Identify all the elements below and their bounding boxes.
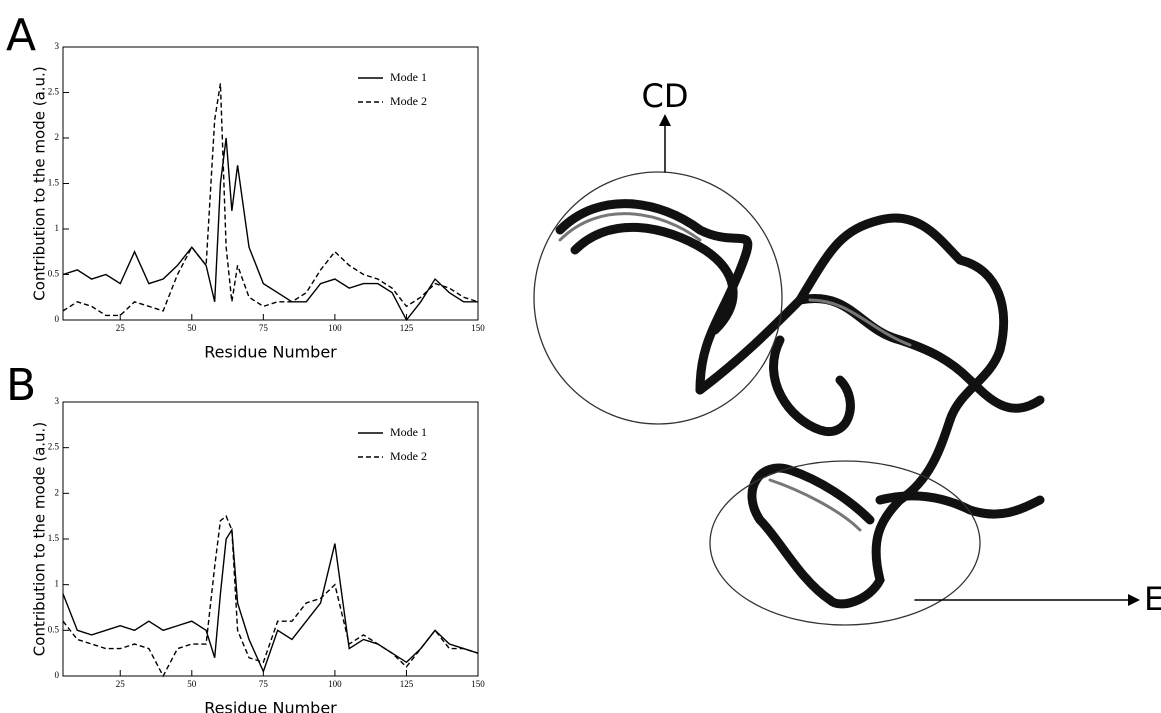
x-tick-label: 50 — [187, 679, 197, 689]
y-tick-label: 2.5 — [48, 87, 60, 97]
data-line — [62, 515, 479, 678]
y-tick-label: 2 — [55, 132, 60, 142]
x-tick-label: 25 — [116, 323, 126, 333]
y-tick-label: 1 — [55, 223, 60, 233]
panel-label: B — [6, 360, 36, 411]
y-axis-label: Contribution to the mode (a.u.) — [31, 422, 49, 656]
y-tick-label: 1 — [55, 579, 60, 589]
x-tick-label: 150 — [471, 679, 485, 689]
protein-structure — [533, 114, 1140, 626]
region-label: CD — [642, 77, 689, 115]
y-tick-label: 1.5 — [48, 178, 60, 188]
y-tick-label: 0.5 — [48, 269, 60, 279]
x-tick-label: 125 — [400, 323, 414, 333]
x-tick-label: 75 — [259, 323, 269, 333]
y-tick-label: 0 — [55, 670, 60, 680]
legend-label: Mode 2 — [390, 94, 427, 108]
x-axis-label: Residue Number — [204, 343, 337, 362]
legend-label: Mode 1 — [390, 70, 427, 84]
data-line — [62, 527, 479, 674]
y-tick-label: 3 — [55, 41, 60, 51]
plot-frame — [62, 46, 479, 321]
data-line — [62, 83, 479, 317]
x-tick-label: 25 — [116, 679, 126, 689]
x-axis-label: Residue Number — [204, 699, 337, 713]
x-tick-label: 75 — [259, 679, 269, 689]
x-tick-label: 125 — [400, 679, 414, 689]
x-tick-label: 100 — [328, 679, 342, 689]
y-tick-label: 3 — [55, 396, 60, 406]
region-label: EF — [1144, 580, 1161, 618]
data-line — [62, 137, 478, 322]
plot-frame — [62, 401, 479, 677]
legend-label: Mode 2 — [390, 449, 427, 463]
x-tick-label: 50 — [187, 323, 197, 333]
legend-label: Mode 1 — [390, 425, 427, 439]
y-tick-label: 1.5 — [48, 533, 60, 543]
y-tick-label: 2.5 — [48, 442, 60, 452]
x-tick-label: 100 — [328, 323, 342, 333]
y-tick-label: 2 — [55, 487, 60, 497]
y-axis-label: Contribution to the mode (a.u.) — [31, 66, 49, 300]
panel-label: A — [6, 10, 36, 61]
y-tick-label: 0 — [55, 314, 60, 324]
y-tick-label: 0.5 — [48, 624, 60, 634]
x-tick-label: 150 — [471, 323, 485, 333]
